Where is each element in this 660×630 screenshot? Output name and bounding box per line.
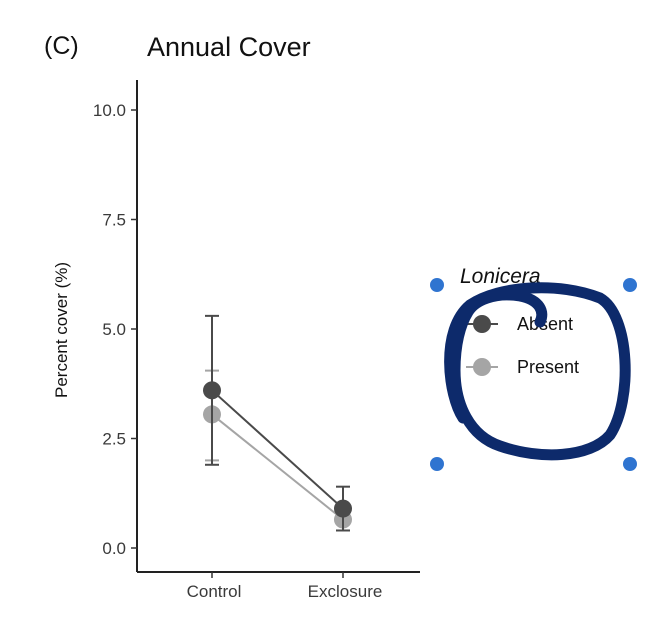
y-tick-label: 10.0 bbox=[93, 101, 126, 120]
legend-key-marker bbox=[473, 315, 491, 333]
series-line bbox=[211, 389, 344, 510]
panel-label: (C) bbox=[44, 32, 79, 60]
selection-handle-top-left[interactable] bbox=[430, 278, 444, 292]
selection-handle-bottom-right[interactable] bbox=[623, 457, 637, 471]
axes bbox=[136, 80, 420, 573]
legend-key-marker bbox=[473, 358, 491, 376]
data-point bbox=[334, 499, 352, 518]
selection-handle-top-right[interactable] bbox=[623, 278, 637, 292]
series-line bbox=[211, 413, 344, 521]
y-tick-label: 7.5 bbox=[102, 211, 126, 230]
series-absent bbox=[203, 314, 352, 532]
x-ticks: Control Exclosure bbox=[187, 572, 383, 601]
data-point bbox=[203, 381, 221, 400]
y-tick-label: 5.0 bbox=[102, 320, 126, 339]
series-layer bbox=[203, 314, 352, 532]
legend-label-present: Present bbox=[517, 357, 579, 377]
selection-handle-bottom-left[interactable] bbox=[430, 457, 444, 471]
y-axis-title: Percent cover (%) bbox=[52, 262, 71, 398]
x-tick-label: Control bbox=[187, 582, 242, 601]
chart-title: Annual Cover bbox=[147, 32, 311, 62]
y-ticks: 0.0 2.5 5.0 7.5 10.0 bbox=[93, 101, 137, 558]
x-tick-label: Exclosure bbox=[308, 582, 383, 601]
y-tick-label: 2.5 bbox=[102, 430, 126, 449]
legend-title: Lonicera bbox=[460, 265, 541, 288]
y-tick-label: 0.0 bbox=[102, 539, 126, 558]
hand-drawn-circle bbox=[444, 282, 631, 461]
ink-annotation[interactable] bbox=[430, 278, 637, 471]
